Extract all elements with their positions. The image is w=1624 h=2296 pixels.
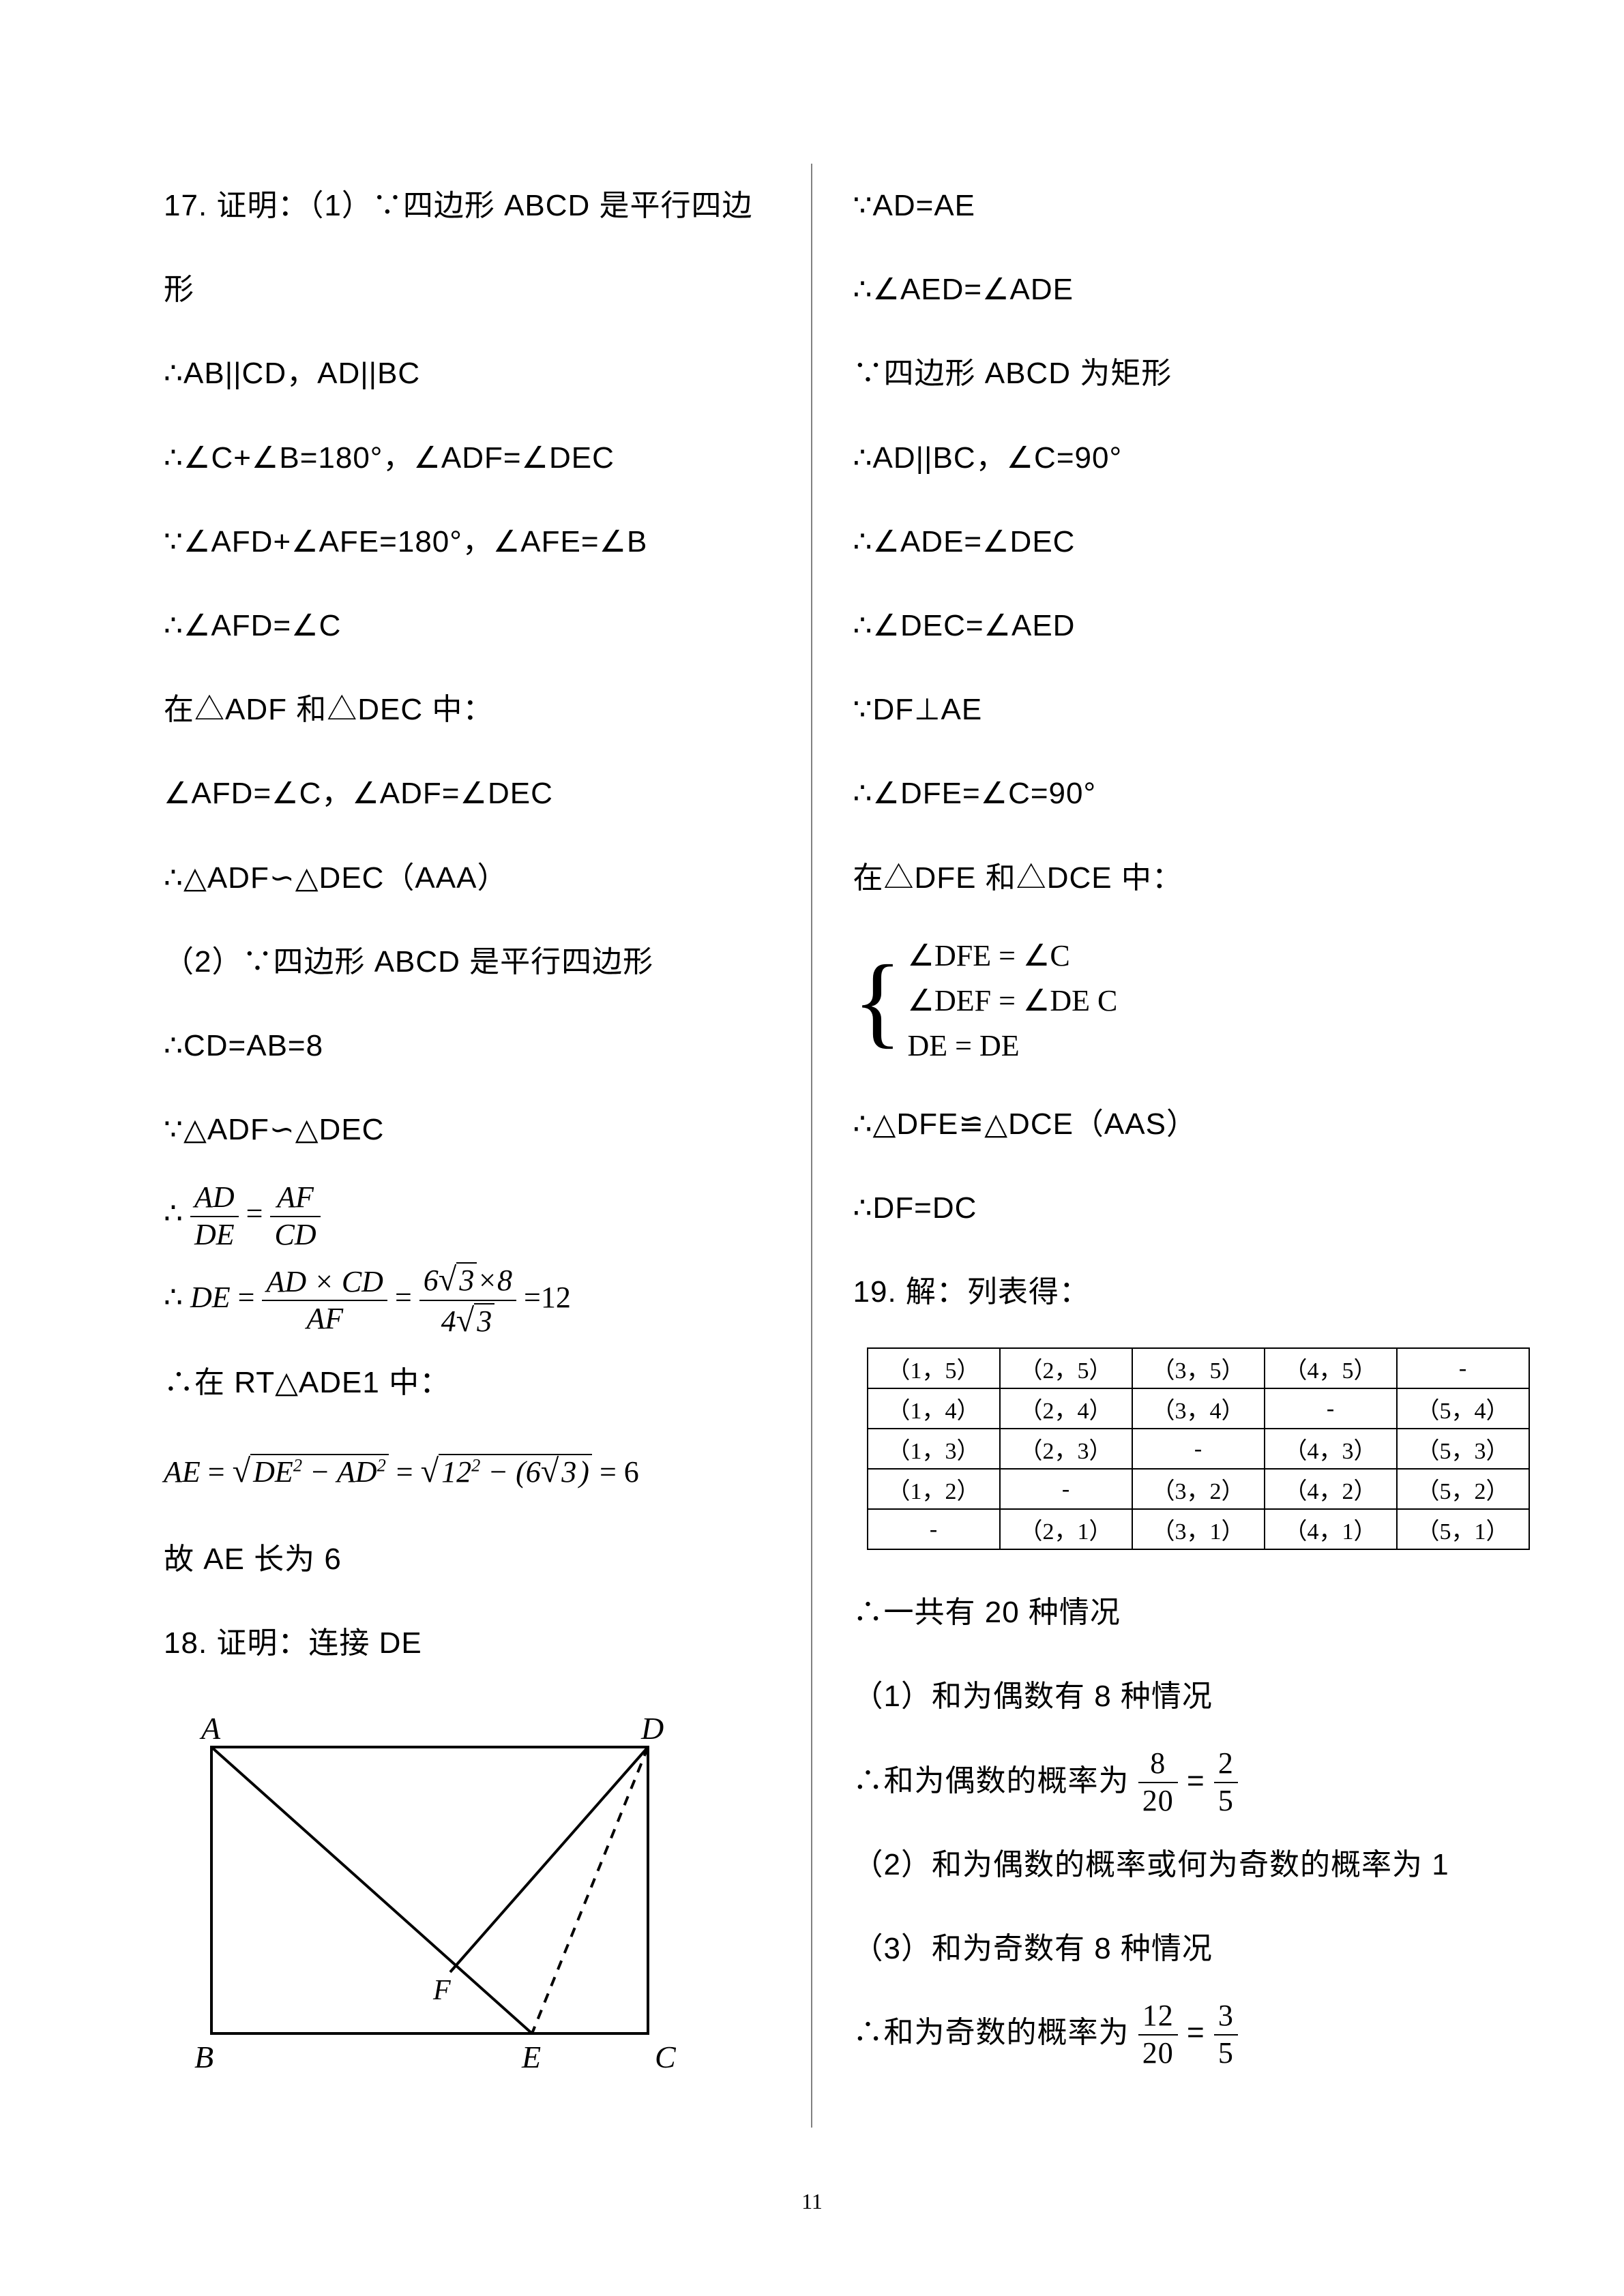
table-cell: （4，2）	[1265, 1469, 1397, 1509]
ae-equation: AE = √DE2 − AD2 = √122 − (6√3) = 6	[164, 1425, 777, 1518]
proof-step: ∴∠DFE=∠C=90°	[853, 751, 1461, 835]
de-equation: ∴ DE = AD × CD AF = 6√3×8 4√3 =12	[164, 1255, 777, 1341]
proof-step: （1）和为偶数有 8 种情况	[853, 1654, 1461, 1738]
table-cell: （2，5）	[1000, 1348, 1132, 1388]
probability-line: ∴和为奇数的概率为 12 20 = 3 5	[853, 1991, 1461, 2074]
table-cell: -	[1397, 1348, 1529, 1388]
table-cell: -	[1000, 1469, 1132, 1509]
proof-step: ∴∠C+∠B=180°，∠ADF=∠DEC	[164, 416, 777, 500]
table-cell: （4，5）	[1265, 1348, 1397, 1388]
table-cell: （5，4）	[1397, 1388, 1529, 1429]
table-cell: （3，5）	[1132, 1348, 1265, 1388]
vertex-label: E	[521, 2040, 541, 2074]
proof-step: ∵DF⊥AE	[853, 668, 1461, 751]
table-cell: （1，2）	[868, 1469, 1000, 1509]
table-cell: -	[1265, 1388, 1397, 1429]
table-row: （1，4）（2，4）（3，4）-（5，4）	[868, 1388, 1529, 1429]
table-row: （1，5）（2，5）（3，5）（4，5）-	[868, 1348, 1529, 1388]
two-column-layout: 17. 证明：（1）∵四边形 ABCD 是平行四边 形 ∴AB||CD，AD||…	[164, 164, 1460, 2128]
proof-step: ∴DF=DC	[853, 1166, 1461, 1250]
table-row: （1，2）-（3，2）（4，2）（5，2）	[868, 1469, 1529, 1509]
table-cell: （1，5）	[868, 1348, 1000, 1388]
proof-step: ∵四边形 ABCD 为矩形	[853, 331, 1461, 415]
table-cell: （1，4）	[868, 1388, 1000, 1429]
therefore-symbol: ∴	[164, 1197, 183, 1230]
proof-step: （2）∵四边形 ABCD 是平行四边形	[164, 920, 777, 1004]
right-column: ∵AD=AE ∴∠AED=∠ADE ∵四边形 ABCD 为矩形 ∴AD||BC，…	[812, 164, 1461, 2128]
proof-step: 在△ADF 和△DEC 中：	[164, 668, 777, 751]
system-line: DE = DE	[908, 1024, 1118, 1069]
vertex-label: F	[432, 1975, 451, 2006]
proof-step: ∴AB||CD，AD||BC	[164, 331, 777, 415]
document-page: 17. 证明：（1）∵四边形 ABCD 是平行四边 形 ∴AB||CD，AD||…	[0, 0, 1624, 2296]
proof-step: ∵∠AFD+∠AFE=180°，∠AFE=∠B	[164, 500, 777, 584]
q18-heading: 18. 证明：连接 DE	[164, 1601, 777, 1685]
proof-step: ∴∠AFD=∠C	[164, 584, 777, 668]
vertex-label: B	[194, 2040, 213, 2074]
q19-heading: 19. 解：列表得：	[853, 1250, 1461, 1334]
vertex-label: D	[640, 1711, 664, 1746]
probability-line: ∴和为偶数的概率为 8 20 = 2 5	[853, 1739, 1461, 1823]
table-row: （1，3）（2，3）-（4，3）（5，3）	[868, 1429, 1529, 1469]
proof-step: ∴在 RT△ADE1 中：	[164, 1341, 777, 1425]
table-cell: （1，3）	[868, 1429, 1000, 1469]
table-cell: （3，1）	[1132, 1509, 1265, 1549]
table-cell: （2，4）	[1000, 1388, 1132, 1429]
proof-step: ∵AD=AE	[853, 164, 1461, 248]
proof-step: （2）和为偶数的概率或何为奇数的概率为 1	[853, 1823, 1461, 1907]
proof-step: ∴∠DEC=∠AED	[853, 584, 1461, 668]
equation-system: { ∠DFE = ∠C ∠DEF = ∠DE C DE = DE	[853, 934, 1118, 1069]
conclusion: 故 AE 长为 6	[164, 1517, 777, 1601]
table-cell: -	[1132, 1429, 1265, 1469]
table-cell: （5，3）	[1397, 1429, 1529, 1469]
proof-step: ∴一共有 20 种情况	[853, 1570, 1461, 1654]
q17-heading-cont: 形	[164, 248, 777, 331]
geometry-figure: A D B E C F	[164, 1699, 696, 2081]
table-cell: -	[868, 1509, 1000, 1549]
vertex-label: C	[655, 2040, 677, 2074]
fraction-equation: ∴ AD DE = AF CD	[164, 1172, 777, 1255]
table-cell: （3，2）	[1132, 1469, 1265, 1509]
proof-step: ∴CD=AB=8	[164, 1004, 777, 1088]
proof-step: ∴∠AED=∠ADE	[853, 248, 1461, 331]
probability-table: （1，5）（2，5）（3，5）（4，5）-（1，4）（2，4）（3，4）-（5，…	[867, 1347, 1530, 1550]
page-number: 11	[0, 2189, 1624, 2214]
system-line: ∠DFE = ∠C	[908, 934, 1118, 979]
table-body: （1，5）（2，5）（3，5）（4，5）-（1，4）（2，4）（3，4）-（5，…	[868, 1348, 1529, 1549]
proof-step: ∵△ADF∽△DEC	[164, 1088, 777, 1172]
table-cell: （4，3）	[1265, 1429, 1397, 1469]
proof-step: ∴∠ADE=∠DEC	[853, 500, 1461, 584]
table-row: -（2，1）（3，1）（4，1）（5，1）	[868, 1509, 1529, 1549]
proof-step: ∠AFD=∠C，∠ADF=∠DEC	[164, 751, 777, 835]
table-cell: （2，1）	[1000, 1509, 1132, 1549]
table-cell: （3，4）	[1132, 1388, 1265, 1429]
proof-step: ∴AD||BC，∠C=90°	[853, 416, 1461, 500]
proof-step: 在△DFE 和△DCE 中：	[853, 836, 1461, 920]
proof-step: ∴△ADF∽△DEC（AAA）	[164, 836, 777, 920]
proof-step: ∴△DFE≌△DCE（AAS）	[853, 1082, 1461, 1166]
q17-heading: 17. 证明：（1）∵四边形 ABCD 是平行四边	[164, 164, 777, 248]
table-cell: （4，1）	[1265, 1509, 1397, 1549]
left-column: 17. 证明：（1）∵四边形 ABCD 是平行四边 形 ∴AB||CD，AD||…	[164, 164, 812, 2128]
vertex-label: A	[199, 1711, 221, 1746]
system-line: ∠DEF = ∠DE C	[908, 979, 1118, 1024]
table-cell: （5，1）	[1397, 1509, 1529, 1549]
table-cell: （2，3）	[1000, 1429, 1132, 1469]
proof-step: （3）和为奇数有 8 种情况	[853, 1907, 1461, 1991]
table-cell: （5，2）	[1397, 1469, 1529, 1509]
